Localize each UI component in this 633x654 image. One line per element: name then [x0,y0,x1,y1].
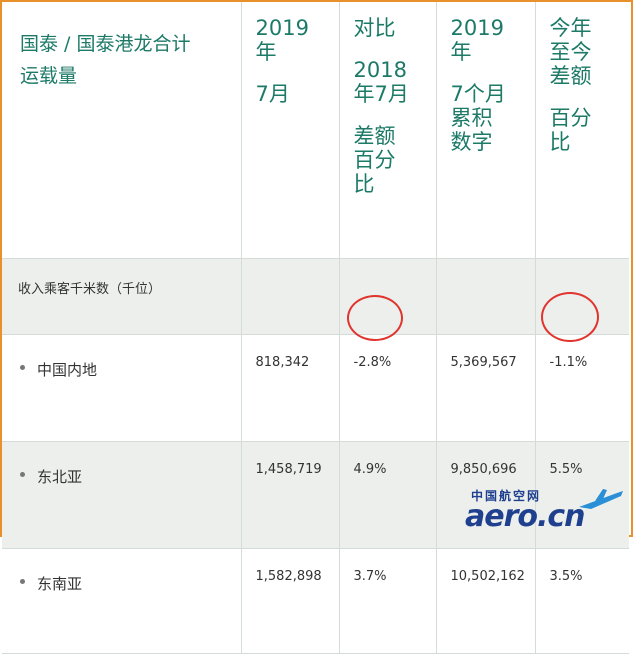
section-row: 收入乘客千米数（千位） [2,258,629,335]
header-ytd-year: 2019 [450,16,504,40]
airplane-icon [579,489,623,509]
row-ytd: 5,369,567 [436,334,536,442]
bullet-icon [20,365,25,370]
header-compare-5: 百分 [353,148,396,172]
row-month: 1,458,719 [241,441,340,549]
header-ytdpct-3: 差额 [549,64,592,88]
section-label: 收入乘客千米数（千位） [2,258,242,335]
header-ytd: 2019 年 7个月 累积 数字 [436,2,536,259]
header-ytd-pct: 今年 至今 差额 百分 比 [535,2,629,259]
header-month-year-suffix: 年 [255,40,277,64]
header-compare-3: 年7月 [353,82,409,106]
header-ytd-5: 数字 [450,130,493,154]
header-compare-6: 比 [353,172,375,196]
table-row: 东南亚 1,582,898 3.7% 10,502,162 3.5% [2,548,629,654]
table-row: 东北亚 1,458,719 4.9% 9,850,696 5.5% [2,441,629,549]
highlight-circle-mom [347,295,403,341]
header-metric-line1: 国泰 / 国泰港龙合计 [20,33,191,55]
row-ytd: 10,502,162 [436,548,536,654]
row-mom: 4.9% [339,441,437,549]
header-ytdpct-1: 今年 [549,16,592,40]
watermark-cn: 中国航空网 [471,489,542,503]
row-name-cell: 东南亚 [2,548,242,654]
row-mom: -2.8% [339,334,437,442]
header-compare-4: 差额 [353,124,396,148]
header-month-label: 7月 [255,82,290,106]
header-metric-line2: 运载量 [20,65,78,87]
row-month: 818,342 [241,334,340,442]
header-compare-1: 对比 [353,16,396,40]
aero-cn-watermark: 中国航空网 aero.cn [465,487,625,534]
header-ytd-4: 累积 [450,106,493,130]
header-compare-2: 2018 [353,58,407,82]
table-row: 中国内地 818,342 -2.8% 5,369,567 -1.1% [2,334,629,442]
row-name: 中国内地 [37,361,98,379]
header-metric: 国泰 / 国泰港龙合计 运载量 [2,2,242,259]
header-compare: 对比 2018 年7月 差额 百分 比 [339,2,437,259]
bullet-icon [20,472,25,477]
row-ytd-pct: 3.5% [535,548,629,654]
header-ytdpct-4: 百分 [549,106,592,130]
bullet-icon [20,579,25,584]
header-ytdpct-2: 至今 [549,40,592,64]
watermark-en: aero.cn [465,499,586,534]
section-empty-1 [241,258,340,335]
row-name: 东北亚 [37,468,83,486]
header-month-year: 2019 [255,16,309,40]
row-month: 1,582,898 [241,548,340,654]
header-ytd-3: 7个月 [450,82,506,106]
header-month: 2019 年 7月 [241,2,340,259]
highlight-circle-ytd [541,292,599,342]
header-ytdpct-5: 比 [549,130,571,154]
section-empty-3 [436,258,536,335]
row-ytd-pct: -1.1% [535,334,629,442]
row-ytd: 9,850,696 [436,441,536,549]
header-row: 国泰 / 国泰港龙合计 运载量 2019 年 7月 对比 2018 年7月 差额… [2,2,629,259]
row-mom: 3.7% [339,548,437,654]
row-name: 东南亚 [37,575,83,593]
row-name-cell: 中国内地 [2,334,242,442]
row-name-cell: 东北亚 [2,441,242,549]
header-ytd-year-suffix: 年 [450,40,472,64]
